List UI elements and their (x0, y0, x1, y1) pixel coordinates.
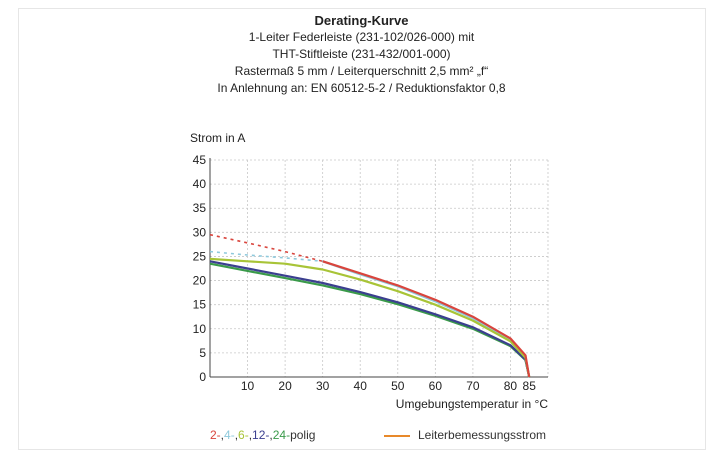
chart-subtitle-line-4: In Anlehnung an: EN 60512-5-2 / Reduktio… (217, 81, 506, 95)
x-tick-label: 30 (316, 379, 330, 393)
legend-item: 2- (210, 428, 221, 442)
y-tick-label: 5 (199, 346, 206, 360)
series-legend: 2-, 4-, 6-, 12-, 24-polig (210, 428, 315, 442)
rated-current-label: Leiterbemessungsstrom (418, 428, 547, 442)
title-block: Derating-Kurve 1-Leiter Federleiste (231… (0, 12, 723, 97)
chart-frame (18, 8, 706, 450)
chart-title: Derating-Kurve (314, 13, 409, 28)
rated-current-swatch (384, 434, 410, 437)
chart-subtitle-line-2: THT-Stiftleiste (231-432/001-000) (272, 47, 451, 61)
series-lines (209, 233, 531, 378)
x-tick-label: 50 (391, 379, 405, 393)
x-tick-label: 80 (504, 379, 518, 393)
x-tick-label: 85 (523, 379, 537, 393)
grid (210, 159, 549, 377)
axes (209, 158, 548, 378)
y-tick-label: 40 (193, 177, 207, 191)
ticks: 0 5 10 15 20 25 30 35 40 45 10 20 30 40 50 60 70 80 85 (193, 153, 537, 393)
x-tick-label: 10 (241, 379, 255, 393)
x-tick-label: 60 (429, 379, 443, 393)
chart-subtitle-line-3: Rastermaß 5 mm / Leiterquerschnitt 2,5 m… (234, 64, 489, 78)
chart-subtitle-line-1: 1-Leiter Federleiste (231-102/026-000) m… (248, 30, 475, 44)
series-2-polig-line (322, 260, 531, 378)
legend-item: 4- (224, 428, 235, 442)
legend-item: 24- (272, 428, 291, 442)
legend-item: 6- (238, 428, 249, 442)
legend-item: , (220, 428, 225, 442)
y-axis-label: Strom in A (190, 131, 245, 145)
y-tick-label: 45 (193, 153, 207, 167)
legend-item: , (269, 428, 273, 442)
x-tick-label: 70 (466, 379, 480, 393)
rated-current-legend: Leiterbemessungsstrom (384, 428, 546, 442)
x-tick-label: 20 (278, 379, 292, 393)
y-tick-label: 35 (193, 201, 207, 215)
legend-item: , (234, 428, 239, 442)
series-12-polig-line (209, 260, 531, 378)
series-2-polig-extrapolated-line (209, 233, 323, 263)
legend-item: , (248, 428, 253, 442)
y-tick-label: 30 (193, 225, 207, 239)
y-tick-label: 20 (193, 274, 207, 288)
series-6-polig-line (209, 257, 531, 378)
legend-item: polig (290, 428, 316, 442)
x-tick-label: 40 (354, 379, 368, 393)
y-tick-label: 25 (193, 249, 207, 263)
x-axis-label: Umgebungstemperatur in °C (396, 397, 549, 411)
y-tick-label: 0 (199, 370, 206, 384)
y-tick-label: 10 (193, 322, 207, 336)
series-4-polig-extrapolated-line (209, 250, 323, 263)
y-tick-label: 15 (193, 298, 207, 312)
legend-item: 12- (252, 428, 270, 442)
